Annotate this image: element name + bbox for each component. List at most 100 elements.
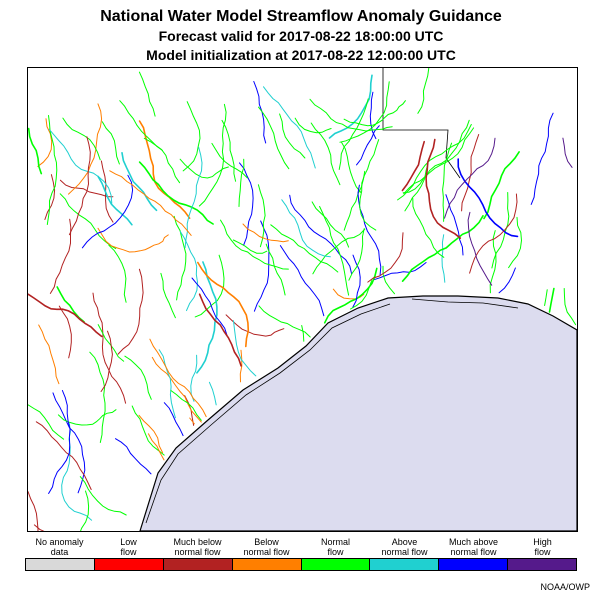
river-segment xyxy=(425,138,462,239)
river-segment xyxy=(319,206,350,296)
river-segment xyxy=(117,268,144,355)
river-segment xyxy=(367,232,404,283)
legend-color-bar xyxy=(25,558,577,571)
model-initialization-time: Model initialization at 2017-08-22 12:00… xyxy=(146,47,456,63)
river-segment xyxy=(160,272,176,319)
legend-label: Much below xyxy=(173,537,222,547)
river-segment xyxy=(28,404,65,440)
legend-label: Low xyxy=(120,537,137,547)
river-segment xyxy=(151,356,202,423)
legend-label: flow xyxy=(120,547,137,557)
river-segment xyxy=(158,349,176,419)
river-segment xyxy=(356,125,380,166)
river-segment xyxy=(109,170,192,236)
river-segment xyxy=(257,184,266,248)
legend-item: Low flow xyxy=(94,537,163,557)
legend: No anomaly data Low flow Much below normal fl… xyxy=(25,537,577,573)
legend-swatch xyxy=(439,559,509,570)
river-segment xyxy=(62,117,101,161)
river-segment xyxy=(352,254,361,308)
river-segment xyxy=(208,381,217,406)
river-segment xyxy=(190,354,198,402)
legend-label: Normal xyxy=(320,537,350,547)
river-segment xyxy=(498,267,516,294)
legend-swatch xyxy=(508,559,576,570)
river-segment xyxy=(544,289,548,306)
legend-item: Much below normal flow xyxy=(163,537,232,557)
river-segment xyxy=(221,119,237,182)
river-segment xyxy=(563,288,577,326)
river-segment xyxy=(59,193,117,250)
river-segment xyxy=(81,174,134,249)
river-segment xyxy=(189,417,195,425)
legend-item: No anomaly data xyxy=(25,537,94,557)
river-segment xyxy=(348,228,365,281)
river-segment xyxy=(89,351,106,443)
river-segment xyxy=(59,179,114,198)
river-segment xyxy=(179,158,229,179)
river-segment xyxy=(198,103,227,207)
river-segment xyxy=(301,325,305,342)
river-segment xyxy=(530,112,554,205)
river-segment xyxy=(108,244,127,303)
river-segment xyxy=(397,124,472,201)
river-segment xyxy=(461,134,480,212)
forecast-valid-time: Forecast valid for 2017-08-22 18:00:00 U… xyxy=(158,28,444,44)
legend-label: Above xyxy=(391,537,418,547)
river-segment xyxy=(194,254,225,318)
river-segment xyxy=(48,128,113,204)
legend-label: Much above xyxy=(448,537,499,547)
legend-label: normal flow xyxy=(174,547,221,557)
river-segment xyxy=(121,152,158,212)
river-segment xyxy=(369,91,377,140)
river-segment xyxy=(138,161,214,225)
river-segment xyxy=(373,262,427,281)
river-segment xyxy=(124,355,152,400)
river-segment xyxy=(339,81,390,143)
river-segment xyxy=(38,324,60,385)
river-segment xyxy=(403,119,470,195)
legend-swatch xyxy=(163,559,233,570)
river-segment xyxy=(258,305,311,338)
legend-label: flow xyxy=(327,547,344,557)
river-segment xyxy=(483,151,520,220)
legend-swatch xyxy=(301,559,371,570)
river-segment xyxy=(343,170,366,231)
river-segment xyxy=(68,103,103,195)
river-segment xyxy=(58,305,72,359)
river-segment xyxy=(343,100,406,127)
credit-label: NOAA/OWP xyxy=(540,582,590,592)
river-segment xyxy=(184,146,203,249)
river-segment xyxy=(100,330,113,392)
river-segment xyxy=(562,137,573,168)
river-segment xyxy=(239,162,254,246)
coastline-barrier-islands xyxy=(145,298,519,524)
river-segment xyxy=(402,127,475,194)
river-network xyxy=(28,68,577,531)
legend-item: Below normal flow xyxy=(232,537,301,557)
river-segment xyxy=(173,215,187,301)
river-segment xyxy=(467,211,493,286)
river-segment xyxy=(80,490,90,531)
river-segment xyxy=(28,491,39,531)
legend-label: data xyxy=(50,547,69,557)
river-segment xyxy=(56,286,85,323)
legend-swatch xyxy=(94,559,164,570)
river-segment xyxy=(232,239,268,254)
streamflow-map xyxy=(27,67,578,532)
river-segment xyxy=(311,201,350,248)
river-segment xyxy=(179,231,199,312)
river-segment xyxy=(332,288,365,300)
river-segment xyxy=(341,141,362,193)
gulf-of-mexico-water xyxy=(139,295,577,531)
river-segment xyxy=(35,421,92,490)
river-segment xyxy=(97,324,125,362)
river-segment xyxy=(238,158,245,207)
river-segment xyxy=(294,117,332,134)
river-segment xyxy=(138,414,164,454)
river-segment xyxy=(289,194,353,275)
map-canvas xyxy=(28,68,577,531)
legend-label: normal flow xyxy=(450,547,497,557)
river-segment xyxy=(323,267,378,324)
legend-label: normal flow xyxy=(381,547,428,557)
